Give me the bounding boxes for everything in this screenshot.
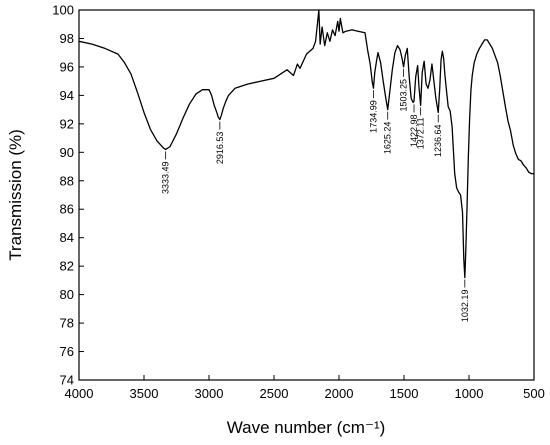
x-tick-label: 2000: [325, 386, 354, 401]
y-tick-label: 80: [60, 287, 74, 302]
x-tick-label: 3000: [195, 386, 224, 401]
y-tick-label: 88: [60, 173, 74, 188]
y-tick-label: 94: [60, 88, 74, 103]
y-tick-label: 100: [52, 3, 74, 18]
peak-label: 1032.19: [460, 290, 470, 323]
peak-label: 1734.99: [368, 100, 378, 133]
y-axis-title: Transmission (%): [6, 129, 25, 261]
peak-annotation: 1372.11: [416, 107, 426, 149]
x-tick-label: 500: [523, 386, 545, 401]
x-tick-label: 2500: [260, 386, 289, 401]
y-tick-label: 92: [60, 116, 74, 131]
peak-annotation: 1503.25: [399, 68, 409, 112]
y-tick-label: 74: [60, 373, 74, 388]
peak-annotation: 1032.19: [460, 279, 470, 323]
peak-annotation: 3333.49: [161, 151, 171, 194]
peak-label: 1236.64: [433, 124, 443, 157]
y-axis-ticks: 74 76 78 80 82 84 86 88 90 92 94 96 98 100: [52, 3, 84, 388]
peak-annotation: 1422.98: [409, 104, 419, 148]
x-tick-label: 1500: [390, 386, 419, 401]
plot-area: [78, 9, 534, 279]
x-tick-label: 4000: [65, 386, 94, 401]
y-tick-label: 86: [60, 202, 74, 217]
x-tick-label: 1000: [455, 386, 484, 401]
peak-label: 1625.24: [383, 122, 393, 155]
peak-annotation: 1236.64: [433, 114, 443, 157]
peak-annotation: 1625.24: [383, 111, 393, 155]
peak-label: 2916.53: [215, 132, 225, 165]
y-tick-label: 96: [60, 59, 74, 74]
y-tick-label: 78: [60, 316, 74, 331]
plot-frame: [78, 9, 535, 381]
y-tick-label: 82: [60, 259, 74, 274]
peak-annotation: 1734.99: [368, 90, 378, 133]
peak-label: 1422.98: [409, 115, 419, 148]
x-axis-title: Wave number (cm⁻¹): [227, 418, 386, 437]
peak-label: 3333.49: [161, 161, 171, 194]
peak-annotations: 3333.49 2916.53 1734.99 1625.24 1503.251422.…: [161, 68, 470, 323]
peak-label: 1372.11: [416, 117, 426, 149]
spectrum-line: [78, 9, 534, 279]
x-tick-label: 3500: [130, 386, 159, 401]
axes: [78, 9, 535, 381]
y-tick-label: 98: [60, 31, 74, 46]
peak-annotation: 2916.53: [215, 121, 225, 165]
y-tick-label: 90: [60, 145, 74, 160]
x-axis-ticks: 4000 3500 3000 2500 2000 1500 1000 500: [65, 375, 545, 401]
y-tick-label: 84: [60, 230, 74, 245]
peak-label: 1503.25: [399, 79, 409, 112]
y-tick-label: 76: [60, 344, 74, 359]
